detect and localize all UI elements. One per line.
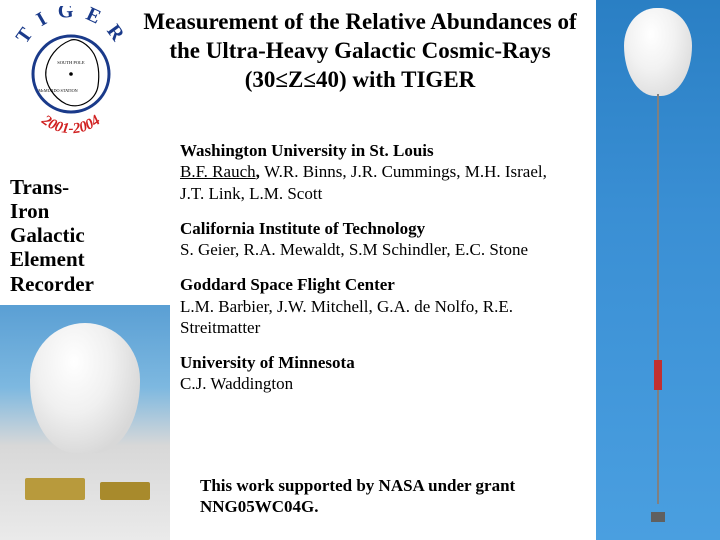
authors: S. Geier, R.A. Mewaldt, S.M Schindler, E… [180, 240, 528, 259]
acronym-line: Galactic [10, 223, 150, 247]
acronym-line: Recorder [10, 272, 150, 296]
institution-name: University of Minnesota [180, 352, 560, 373]
affiliation-block: California Institute of Technology S. Ge… [180, 218, 560, 261]
ground-vehicle [25, 478, 85, 500]
logo-label-southpole: SOUTH POLE [57, 60, 85, 65]
photo-balloon-ascent [596, 0, 720, 540]
acronym-line: Element [10, 247, 150, 271]
balloon-payload [654, 360, 662, 390]
affiliations-list: Washington University in St. Louis B.F. … [180, 140, 560, 409]
logo-text-bottom: 2001-2004 [38, 112, 104, 136]
institution-name: California Institute of Technology [180, 218, 560, 239]
funding-acknowledgment: This work supported by NASA under grant … [200, 475, 560, 518]
authors: L.M. Barbier, J.W. Mitchell, G.A. de Nol… [180, 297, 513, 337]
slide-title: Measurement of the Relative Abundances o… [140, 8, 580, 94]
lead-author: B.F. Rauch [180, 162, 256, 181]
balloon-gondola [651, 512, 665, 522]
affiliation-block: University of Minnesota C.J. Waddington [180, 352, 560, 395]
affiliation-block: Goddard Space Flight Center L.M. Barbier… [180, 274, 560, 338]
author-line: L.M. Barbier, J.W. Mitchell, G.A. de Nol… [180, 296, 560, 339]
balloon-shape [30, 323, 140, 453]
author-line: S. Geier, R.A. Mewaldt, S.M Schindler, E… [180, 239, 560, 260]
institution-name: Washington University in St. Louis [180, 140, 560, 161]
acronym-line: Trans- [10, 175, 150, 199]
logo-label-mcmurdo: McMURDO STATION [38, 88, 77, 93]
tiger-acronym-expansion: Trans- Iron Galactic Element Recorder [10, 175, 150, 296]
authors: C.J. Waddington [180, 374, 293, 393]
author-line: B.F. Rauch, W.R. Binns, J.R. Cummings, M… [180, 161, 560, 204]
institution-name: Goddard Space Flight Center [180, 274, 560, 295]
svg-text:2001-2004: 2001-2004 [38, 112, 104, 136]
photo-balloon-inflation [0, 305, 170, 540]
balloon-shape [624, 8, 692, 96]
acronym-line: Iron [10, 199, 150, 223]
ground-vehicle [100, 482, 150, 500]
affiliation-block: Washington University in St. Louis B.F. … [180, 140, 560, 204]
tiger-logo: T I G E R 2001-2004 SOUTH POLE McMURDO S… [6, 6, 136, 136]
balloon-tether [657, 94, 659, 504]
author-line: C.J. Waddington [180, 373, 560, 394]
